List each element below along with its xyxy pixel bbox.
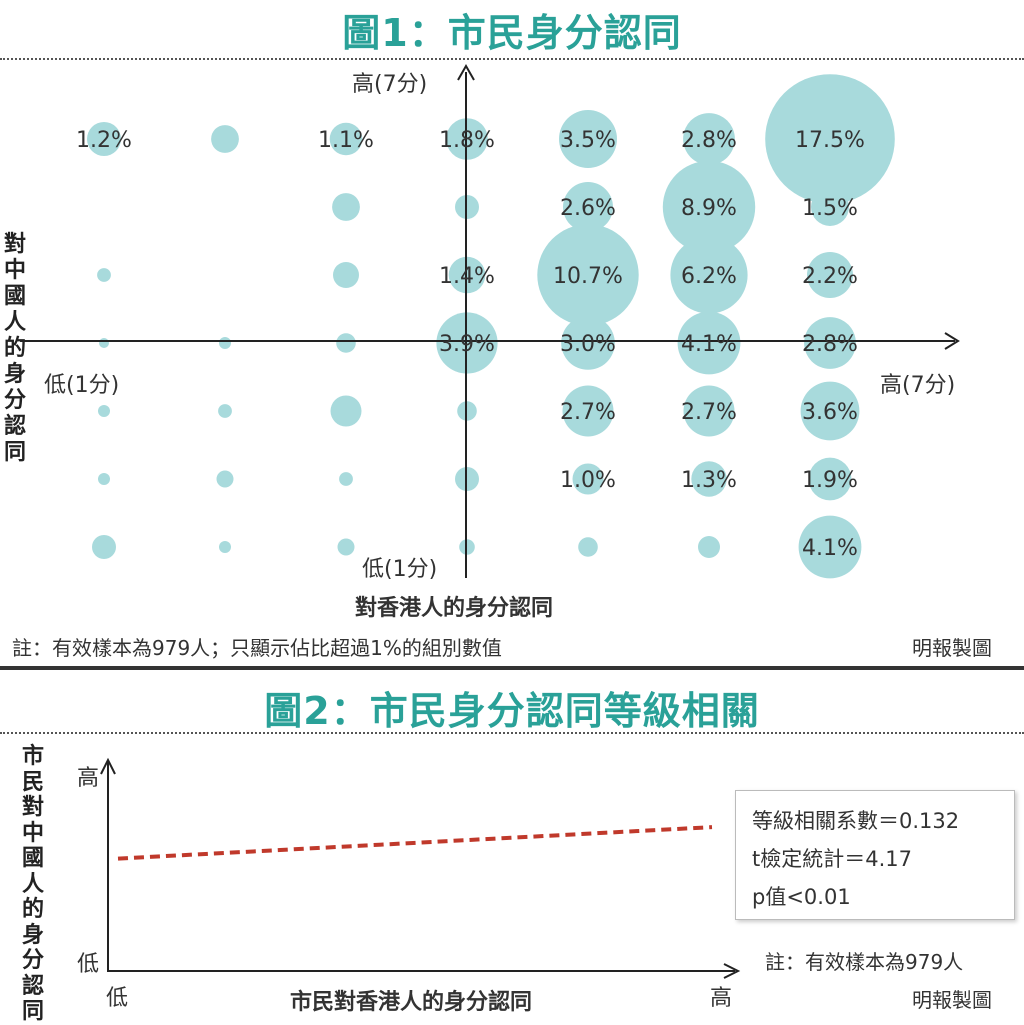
bubble-3-6 xyxy=(332,193,360,221)
y-high-label: 高(7分) xyxy=(352,72,428,97)
bubble-label-4-4: 3.9% xyxy=(439,332,495,357)
stats-box: 等級相關系數＝0.132 t檢定統計＝4.17 p值<0.01 xyxy=(735,790,1015,920)
bubble-label-4-7: 1.8% xyxy=(439,128,495,153)
bubble-6-4 xyxy=(677,311,741,375)
bubble-1-7 xyxy=(87,122,121,156)
bubble-6-2 xyxy=(691,461,727,497)
bubble-7-6 xyxy=(811,188,849,226)
figure-divider xyxy=(0,666,1024,670)
bubble-7-3 xyxy=(800,381,860,441)
fig2-x-high: 高 xyxy=(710,986,733,1011)
bubble-label-6-5: 6.2% xyxy=(681,264,737,289)
bubble-label-5-7: 3.5% xyxy=(560,128,616,153)
bubble-3-4 xyxy=(336,333,356,353)
bubble-5-2 xyxy=(572,463,604,495)
bubble-3-1 xyxy=(337,538,355,556)
bubble-label-1-7: 1.2% xyxy=(76,128,132,153)
bubble-3-3 xyxy=(330,395,362,427)
bubble-label-6-3: 2.7% xyxy=(681,400,737,425)
bubble-5-4 xyxy=(561,316,615,370)
bubble-1-1 xyxy=(92,535,116,559)
bubble-7-5 xyxy=(807,252,853,298)
fig2-title: 圖2：市民身分認同等級相關 xyxy=(264,689,760,733)
bubble-7-1 xyxy=(798,515,862,579)
stat-t-test: t檢定統計＝4.17 xyxy=(752,847,912,871)
bubble-label-7-7: 17.5% xyxy=(795,128,865,153)
fig2-y-axis-arrow xyxy=(100,757,116,775)
bubble-6-6 xyxy=(662,160,756,254)
fig2-note: 註：有效樣本為979人 xyxy=(765,950,964,974)
bubble-label-7-2: 1.9% xyxy=(802,468,858,493)
bubble-label-5-5: 10.7% xyxy=(553,264,623,289)
trend-line xyxy=(117,825,713,861)
fig2-x-axis-arrow xyxy=(723,963,741,979)
fig1-y-axis-title: 對中國人的身分認同 xyxy=(3,232,26,465)
bubble-chart: 1.2% 1.1% 1.8% 3.5% 2.8% 17.5% 2.6% 8.9% 1.5% 1.4… xyxy=(20,63,960,579)
bubble-3-2 xyxy=(339,472,353,486)
bubble-label-6-4: 4.1% xyxy=(681,332,737,357)
bubble-5-5 xyxy=(537,224,639,326)
bubble-label-7-6: 1.5% xyxy=(802,196,858,221)
bubble-label-7-5: 2.2% xyxy=(802,264,858,289)
bubble-5-7 xyxy=(559,110,617,168)
bubble-5-1 xyxy=(578,537,598,557)
bubble-3-7 xyxy=(329,122,363,156)
fig2-y-low: 低 xyxy=(77,952,100,977)
bubble-7-7 xyxy=(765,74,895,204)
bubble-label-6-7: 2.8% xyxy=(681,128,737,153)
bubble-label-4-5: 1.4% xyxy=(439,264,495,289)
bubble-1-3 xyxy=(98,405,110,417)
fig1-credit: 明報製圖 xyxy=(912,636,992,660)
bubble-5-6 xyxy=(563,182,613,232)
bubble-6-1 xyxy=(698,536,720,558)
bubble-label-7-4: 2.8% xyxy=(802,332,858,357)
fig2-y-axis-title: 市民對中國人的身分認同 xyxy=(21,744,44,1024)
bubble-label-5-6: 2.6% xyxy=(560,196,616,221)
y-axis-arrow xyxy=(457,63,475,81)
bubble-2-7 xyxy=(211,125,239,153)
bubble-6-5 xyxy=(670,236,748,314)
fig1-note: 註：有效樣本為979人；只顯示佔比超過1%的組別數值 xyxy=(12,636,502,660)
y-low-label: 低(1分) xyxy=(362,557,438,582)
bubble-3-5 xyxy=(333,262,359,288)
fig2-x-low: 低 xyxy=(106,986,129,1011)
fig2-credit: 明報製圖 xyxy=(912,988,992,1012)
bubble-1-2 xyxy=(98,473,110,485)
x-high-label: 高(7分) xyxy=(880,373,956,398)
bubble-label-6-6: 8.9% xyxy=(681,196,737,221)
x-axis-arrow xyxy=(944,332,960,350)
fig2-x-axis-title: 市民對香港人的身分認同 xyxy=(290,990,533,1015)
bubble-7-2 xyxy=(808,457,852,501)
bubble-2-1 xyxy=(219,541,231,553)
stat-correlation: 等級相關系數＝0.132 xyxy=(752,809,960,833)
bubble-label-6-2: 1.3% xyxy=(681,468,737,493)
bubble-2-2 xyxy=(216,470,234,488)
bubble-label-5-2: 1.0% xyxy=(560,468,616,493)
bubble-label-5-4: 3.0% xyxy=(560,332,616,357)
bubble-label-7-1: 4.1% xyxy=(802,536,858,561)
bubble-5-3 xyxy=(562,385,614,437)
fig1-x-axis-title: 對香港人的身分認同 xyxy=(355,596,554,621)
bubble-2-3 xyxy=(218,404,232,418)
bubble-6-3 xyxy=(683,385,735,437)
bubble-7-4 xyxy=(804,317,856,369)
bubble-label-5-3: 2.7% xyxy=(560,400,616,425)
title-divider xyxy=(0,58,1024,60)
x-low-label: 低(1分) xyxy=(44,373,120,398)
stat-p-value: p值<0.01 xyxy=(752,885,851,909)
bubble-label-7-3: 3.6% xyxy=(802,400,858,425)
bubble-label-3-7: 1.1% xyxy=(318,128,374,153)
fig2-title-divider xyxy=(0,732,1024,734)
bubble-6-7 xyxy=(683,113,735,165)
fig2-y-high: 高 xyxy=(77,766,100,791)
bubble-1-5 xyxy=(97,268,111,282)
fig1-title: 圖1：市民身分認同 xyxy=(342,11,682,55)
